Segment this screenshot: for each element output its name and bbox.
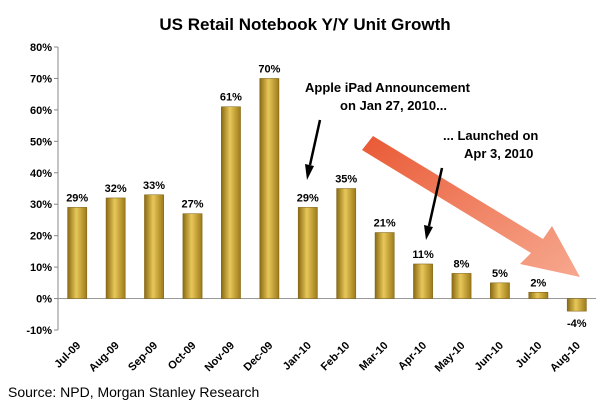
x-tick-label: Jun-10 <box>472 340 506 374</box>
chart-title: US Retail Notebook Y/Y Unit Growth <box>159 15 450 34</box>
data-label: 29% <box>297 192 319 204</box>
bar-aug-10 <box>566 298 587 312</box>
bar-jan-10 <box>297 207 318 299</box>
bar-oct-09 <box>182 213 203 299</box>
y-tick-label: 70% <box>30 73 52 85</box>
data-label: 35% <box>335 174 357 186</box>
annotation-announcement-line2: on Jan 27, 2010... <box>340 98 447 113</box>
bar-may-10 <box>451 273 472 299</box>
data-label: 2% <box>530 277 546 289</box>
y-tick-label: 10% <box>30 262 52 274</box>
x-tick-label: Jul-10 <box>514 340 545 371</box>
bar-apr-10 <box>413 263 433 299</box>
x-tick-label: Aug-10 <box>548 340 583 375</box>
x-tick-label: May-10 <box>433 340 468 375</box>
data-label: 11% <box>412 249 434 261</box>
annotation-launch-line2: Apr 3, 2010 <box>464 146 533 161</box>
x-tick-label: Oct-09 <box>166 340 199 373</box>
x-tick-label: Apr-10 <box>396 340 429 373</box>
annotation-launch-line1: ... Launched on <box>443 128 538 143</box>
data-label: 61% <box>220 92 242 104</box>
bar-series <box>67 78 587 312</box>
x-tick-label: Mar-10 <box>357 340 391 374</box>
bar-dec-09 <box>259 78 280 299</box>
x-tick-label: Nov-09 <box>203 340 237 374</box>
announcement-arrow <box>305 119 322 180</box>
data-label: 33% <box>143 180 165 192</box>
data-label: -4% <box>567 318 587 330</box>
bar-nov-09 <box>221 106 241 299</box>
bar-feb-10 <box>336 188 357 299</box>
bar-sep-09 <box>144 194 164 299</box>
x-tick-label: Jul-09 <box>52 340 83 371</box>
y-tick-label: 30% <box>30 199 52 211</box>
y-tick-label: -10% <box>26 325 52 337</box>
y-tick-label: 0% <box>36 294 52 306</box>
x-tick-label: Sep-09 <box>126 340 160 374</box>
bar-jul-09 <box>67 207 88 299</box>
source-note: Source: NPD, Morgan Stanley Research <box>8 384 260 400</box>
x-axis-ticks: Jul-09 Aug-09 Sep-09 Oct-09 Nov-09 Dec-09 Jan-… <box>52 340 583 375</box>
annotation-announcement-line1: Apple iPad Announcement <box>305 80 471 95</box>
y-tick-label: 40% <box>30 168 52 180</box>
y-tick-label: 60% <box>30 105 52 117</box>
data-label: 32% <box>105 183 127 195</box>
data-label: 70% <box>258 63 280 75</box>
x-tick-label: Jan-10 <box>281 340 314 373</box>
data-label: 8% <box>454 258 470 270</box>
x-tick-label: Dec-09 <box>241 340 275 374</box>
data-label: 21% <box>374 218 396 230</box>
data-label: 29% <box>66 192 88 204</box>
bar-aug-09 <box>105 197 126 299</box>
launch-arrow <box>424 167 444 240</box>
y-axis: -10% 0% 10% 20% 30% 40% 50% 60% 70% 80% <box>26 42 596 337</box>
y-tick-label: 20% <box>30 231 52 243</box>
bar-jun-10 <box>490 282 510 299</box>
data-label: 27% <box>181 199 203 211</box>
x-tick-label: Feb-10 <box>319 340 353 374</box>
bar-jul-10 <box>528 292 549 299</box>
data-labels: 29% 32% 33% 27% 61% 70% 29% 35% 21% 11% 8% 5% 2% -4% <box>66 63 587 330</box>
y-tick-label: 50% <box>30 136 52 148</box>
y-tick-label: 80% <box>30 42 52 54</box>
data-label: 5% <box>492 268 508 280</box>
bar-mar-10 <box>374 232 395 299</box>
downward-trend-arrow <box>362 136 580 277</box>
x-tick-label: Aug-09 <box>87 340 122 375</box>
